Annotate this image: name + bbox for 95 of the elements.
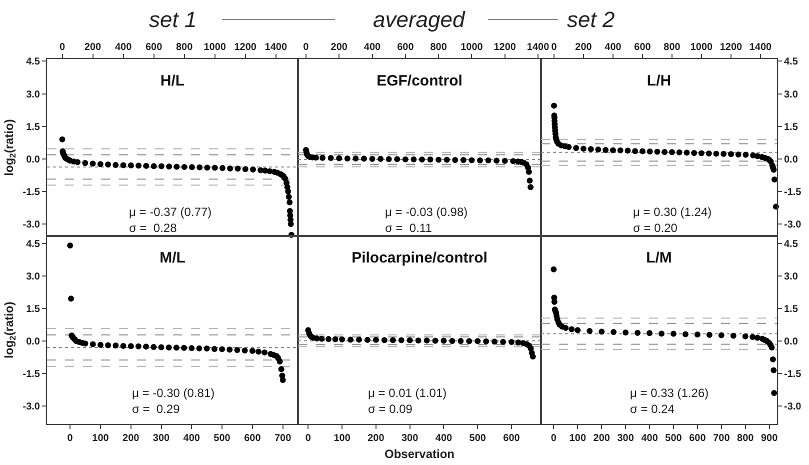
chart-subtitle: set 2 — [567, 7, 615, 32]
annotation: σ = 0.24 — [630, 402, 675, 416]
y-tick-label: 3.0 — [26, 89, 40, 100]
annotation: σ = 0.29 — [132, 402, 180, 416]
x-tick-label: 400 — [435, 433, 453, 444]
x-tick-label: 0 — [59, 42, 66, 53]
x-tick-label: 100 — [92, 433, 110, 444]
x-tick-label: 300 — [152, 433, 170, 444]
x-tick-label: 0 — [67, 433, 74, 444]
x-tick-label: 800 — [664, 42, 681, 53]
x-tick-label: 800 — [430, 42, 448, 53]
annotation: σ = 0.09 — [368, 402, 413, 416]
y-tick-label: -1.5 — [784, 368, 802, 380]
x-tick-label: 1200 — [720, 42, 743, 53]
x-tick-label: 300 — [617, 433, 634, 444]
x-tick-label: 800 — [737, 433, 754, 444]
x-tick-label: 200 — [575, 42, 592, 53]
x-axis-title: Observation — [384, 446, 455, 461]
x-tick-label: 200 — [593, 433, 610, 444]
text: Pilocarpine/control — [352, 249, 488, 266]
y-tick-label: 3.0 — [784, 271, 798, 282]
x-tick-label: 0 — [550, 433, 557, 444]
x-tick-label: 1400 — [526, 42, 550, 53]
x-tick-label: 0 — [305, 433, 312, 444]
y-tick-label: 1.5 — [26, 304, 40, 315]
x-tick-label: 800 — [176, 42, 194, 53]
x-tick-label: 1400 — [264, 42, 288, 53]
y-tick-label: -1.5 — [22, 368, 40, 380]
y-tick-label: -1.5 — [22, 186, 40, 198]
x-tick-label: 1000 — [204, 42, 226, 53]
text: L/H — [646, 72, 672, 90]
annotation: μ = -0.37 (0.77) — [129, 205, 212, 219]
y-tick-label: 4.5 — [784, 238, 798, 250]
y-tick-label: 3.0 — [784, 89, 798, 100]
y-tick-label: -3.0 — [22, 402, 40, 412]
y-tick-label: 0.0 — [784, 154, 798, 166]
annotation: σ = 0.28 — [129, 221, 178, 235]
x-tick-label: 500 — [214, 433, 231, 444]
y-tick-label: -3.0 — [22, 220, 40, 231]
annotation: μ = 0.01 (1.01) — [368, 386, 447, 400]
x-tick-label: 1200 — [234, 42, 257, 53]
annotation: μ = 0.30 (1.24) — [633, 205, 712, 219]
x-tick-label: 700 — [713, 433, 730, 444]
x-tick-label: 200 — [330, 42, 348, 53]
x-tick-label: 400 — [641, 433, 658, 444]
x-tick-label: 400 — [364, 42, 382, 53]
x-tick-label: 200 — [122, 433, 140, 444]
x-tick-label: 1400 — [749, 42, 772, 53]
x-tick-label: 100 — [334, 433, 351, 444]
y-tick-label: -1.5 — [784, 186, 802, 198]
annotation: σ = 0.20 — [633, 221, 678, 235]
x-tick-label: 500 — [469, 433, 486, 444]
y-tick-label: 3.0 — [26, 271, 40, 282]
text: EGF/control — [376, 72, 462, 90]
y-tick-label: 1.5 — [26, 122, 40, 133]
y-tick-label: 1.5 — [784, 122, 798, 133]
text: M/L — [160, 249, 186, 266]
annotation: μ = 0.33 (1.26) — [630, 386, 709, 400]
x-tick-label: 1000 — [460, 42, 484, 53]
x-tick-label: 600 — [503, 433, 520, 444]
y-tick-label: 1.5 — [784, 304, 798, 315]
x-tick-label: 200 — [368, 433, 385, 444]
x-tick-label: 500 — [665, 433, 682, 444]
x-tick-label: 300 — [401, 433, 419, 444]
x-tick-label: 200 — [84, 42, 102, 53]
y-tick-label: 4.5 — [26, 238, 40, 250]
y-tick-label: -3.0 — [784, 220, 802, 231]
x-tick-label: 1200 — [494, 42, 516, 53]
x-tick-label: 1000 — [690, 42, 714, 53]
x-tick-label: 400 — [114, 42, 132, 53]
annotation: σ = 0.11 — [385, 221, 432, 235]
y-tick-label: 0.0 — [26, 336, 40, 348]
x-tick-label: 100 — [569, 433, 586, 444]
y-tick-label: 4.5 — [784, 56, 798, 68]
x-tick-label: 400 — [183, 433, 200, 444]
y-tick-label: -3.0 — [784, 402, 802, 412]
x-tick-label: 700 — [274, 433, 292, 444]
chart-subtitle: averaged — [373, 7, 466, 32]
annotation: μ = -0.30 (0.81) — [132, 386, 215, 400]
x-tick-label: 400 — [604, 42, 622, 53]
y-tick-label: 4.5 — [26, 56, 40, 68]
annotation: μ = -0.03 (0.98) — [385, 205, 468, 219]
x-tick-label: 0 — [303, 42, 310, 53]
x-tick-label: 900 — [760, 433, 778, 444]
x-tick-label: 0 — [551, 42, 558, 53]
chart-subtitle: set 1 — [149, 7, 197, 32]
x-tick-label: 600 — [244, 433, 262, 444]
x-tick-label: 600 — [689, 433, 706, 444]
x-tick-label: 600 — [634, 42, 652, 53]
text: H/L — [160, 72, 185, 90]
y-tick-label: 0.0 — [784, 336, 798, 348]
text: L/M — [646, 249, 672, 266]
x-tick-label: 600 — [397, 42, 414, 53]
y-tick-label: 0.0 — [26, 154, 40, 166]
x-tick-label: 600 — [145, 42, 163, 53]
